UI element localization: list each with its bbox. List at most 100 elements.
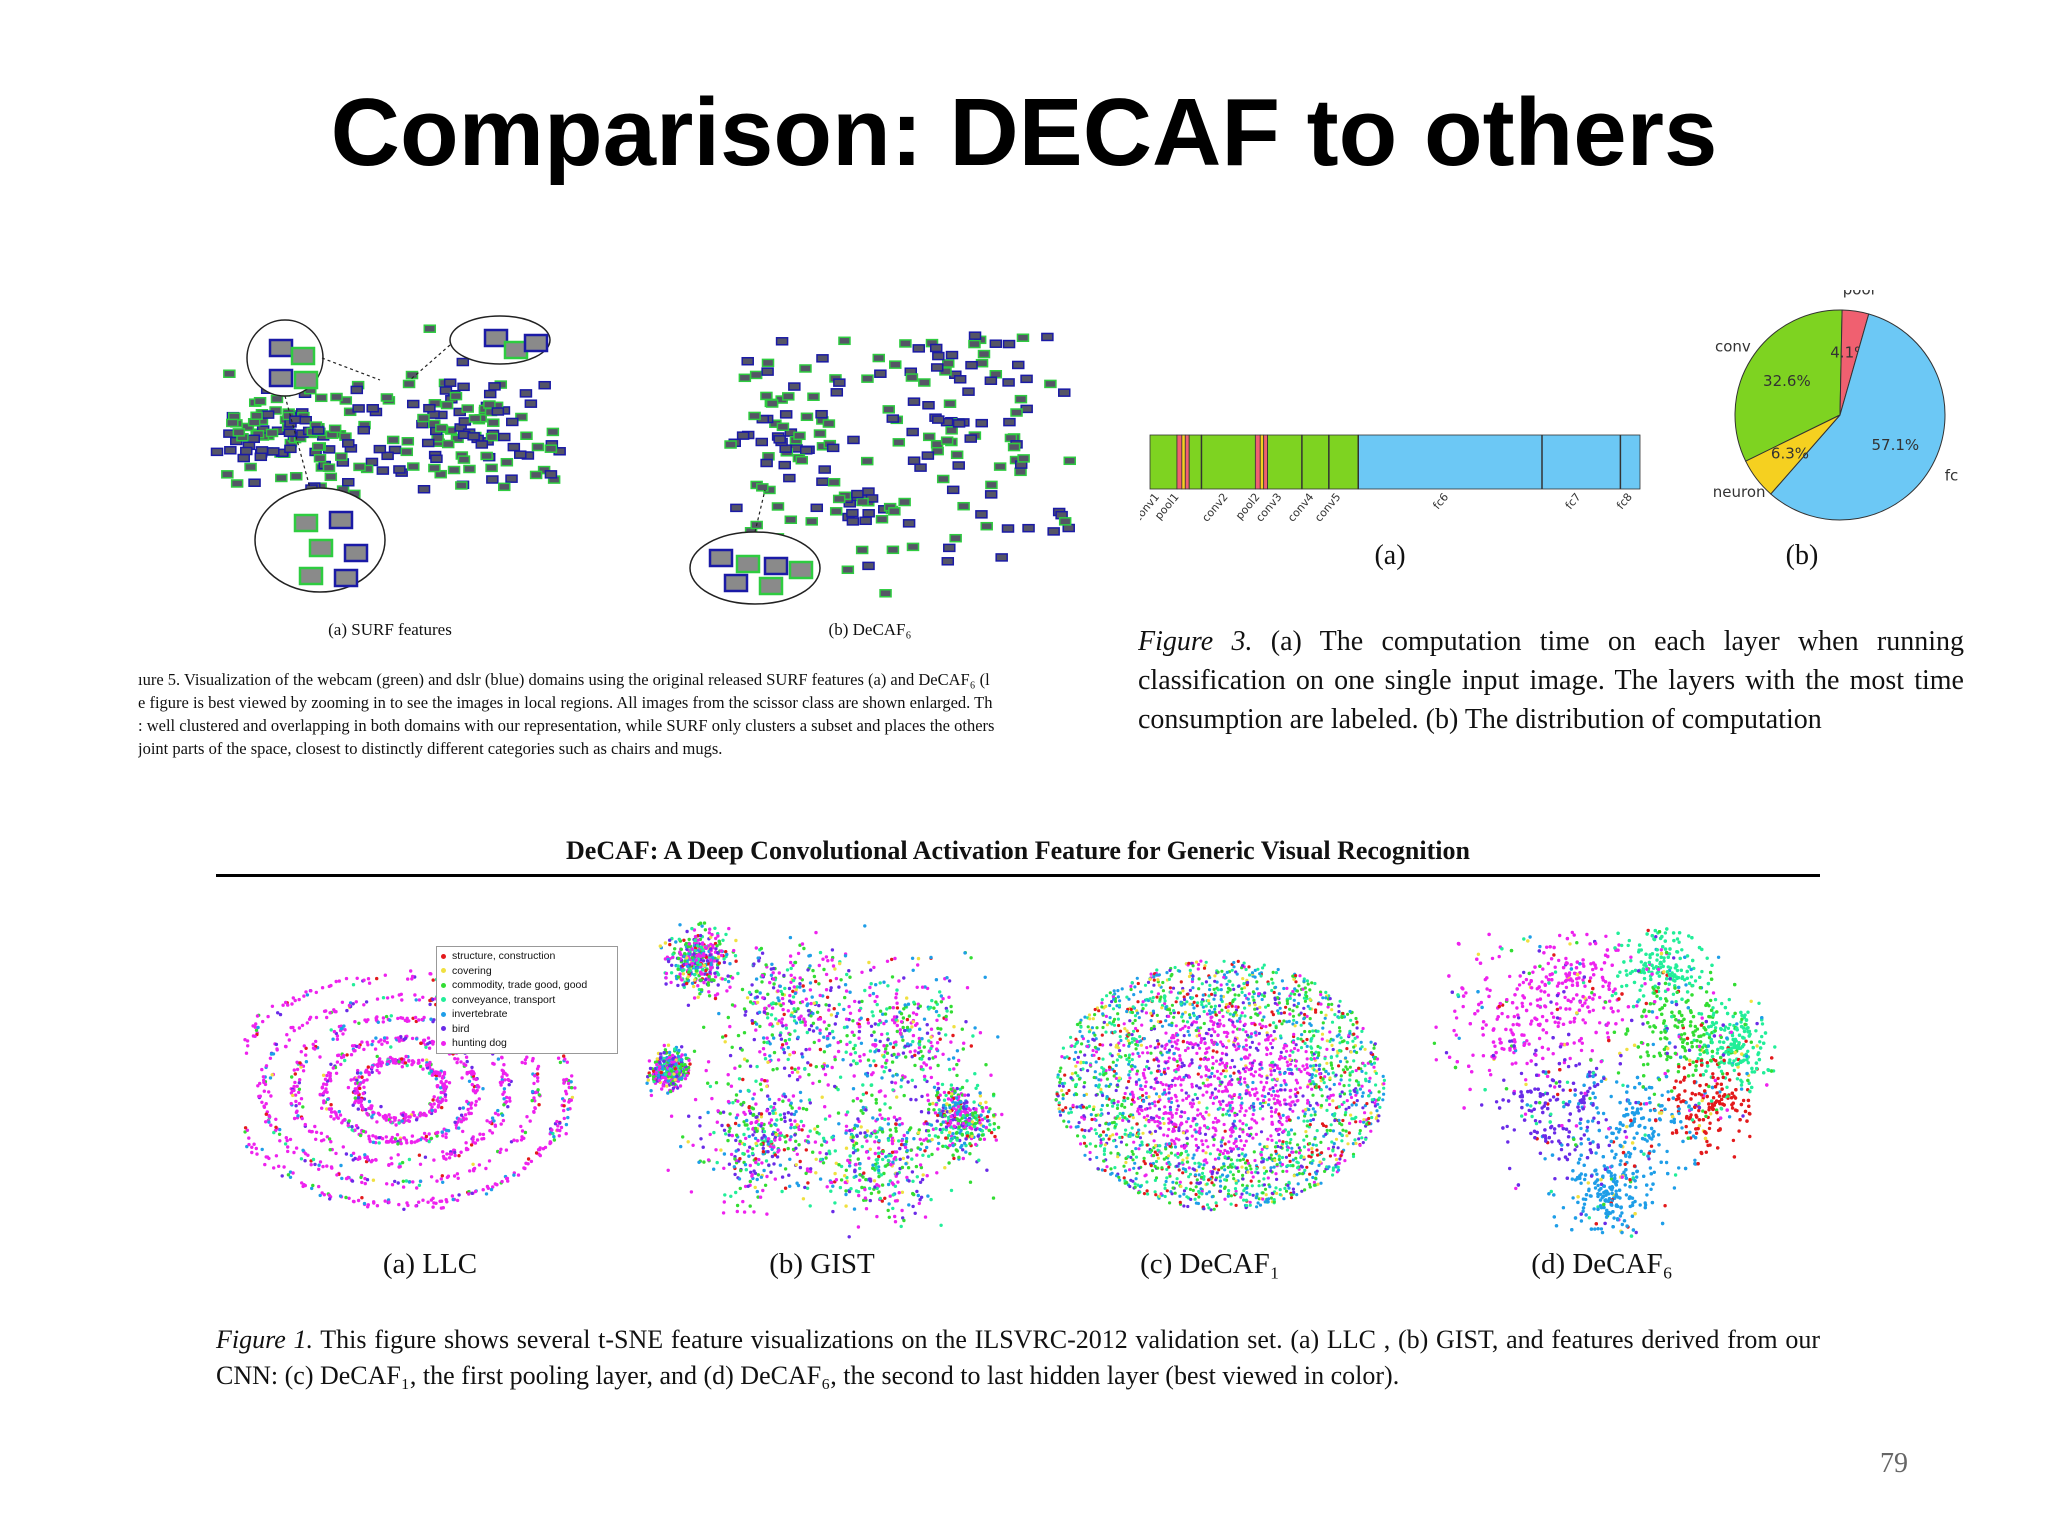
scatter-point (860, 1185, 864, 1190)
scatter-point (782, 1066, 787, 1070)
scatter-point (1257, 1031, 1261, 1036)
scatter-point (490, 1116, 495, 1120)
scatter-point (736, 1099, 740, 1103)
scatter-point (813, 1140, 818, 1144)
scatter-point (818, 950, 823, 955)
scatter-point (245, 1144, 249, 1149)
scatter-point (687, 1114, 691, 1118)
scatter-point (848, 975, 852, 979)
scatter-point (814, 979, 818, 984)
scatter-point (658, 1065, 662, 1069)
scatter-point (702, 954, 706, 958)
scatter-point (927, 1154, 931, 1158)
scatter-point (863, 924, 867, 928)
scatter-point (381, 1020, 385, 1024)
scatter-point (377, 1136, 381, 1140)
scatter-point (981, 1124, 986, 1128)
scatter-point (853, 1051, 858, 1055)
scatter-point (787, 1098, 791, 1102)
scatter-point (919, 1142, 924, 1146)
scatter-point (786, 1045, 790, 1050)
scatter-point (388, 1055, 393, 1060)
scatter-point (974, 1107, 978, 1111)
scatter-point (799, 1119, 803, 1124)
scatter-point (292, 1028, 296, 1033)
scatter-point (971, 1034, 975, 1038)
scatter-point (686, 1003, 691, 1007)
scatter-point (676, 975, 681, 979)
image-thumbnail (261, 410, 275, 419)
scatter-point (245, 1128, 250, 1132)
scatter-point (1141, 1094, 1145, 1098)
scatter-point (663, 1072, 668, 1076)
scatter-point (776, 1128, 780, 1132)
image-thumbnail (1012, 360, 1025, 370)
scatter-point (344, 1152, 349, 1156)
scatter-point (371, 1140, 376, 1144)
scatter-point (818, 1047, 823, 1052)
scatter-point (767, 1121, 772, 1125)
scatter-point (667, 1072, 671, 1076)
scatter-point (929, 1027, 934, 1031)
image-thumbnail (455, 481, 468, 490)
scatter-point (735, 1113, 740, 1117)
image-thumbnail (457, 382, 470, 392)
scatter-point (957, 1101, 961, 1105)
scatter-point (693, 949, 697, 953)
scatter-point (311, 1046, 316, 1050)
scatter-point (1128, 1076, 1132, 1080)
scatter-point (777, 971, 781, 975)
image-thumbnail (946, 485, 960, 495)
scatter-point (911, 968, 915, 972)
scatter-point (901, 1025, 905, 1030)
scatter-point (328, 1011, 332, 1015)
scatter-point (777, 1097, 781, 1102)
scatter-point (987, 1128, 992, 1133)
scatter-point (277, 1164, 281, 1168)
scatter-point (833, 1171, 837, 1176)
scatter-point (299, 1097, 304, 1101)
scatter-point (1166, 1134, 1170, 1138)
image-thumbnail (906, 542, 920, 552)
scatter-point (362, 1079, 366, 1083)
scatter-point (661, 1084, 665, 1088)
layer-tick-label: conv4 (1285, 491, 1316, 525)
scatter-point (936, 1091, 940, 1095)
scatter-point (464, 1055, 469, 1059)
scatter-point (891, 1006, 895, 1010)
scatter-point (930, 1152, 934, 1157)
image-thumbnail (856, 497, 869, 507)
scatter-point (858, 1162, 862, 1166)
scatter-point (288, 1175, 293, 1179)
scatter-point (1322, 1067, 1326, 1071)
scatter-point (799, 1014, 803, 1018)
scatter-point (918, 1027, 922, 1031)
scatter-point (721, 938, 725, 942)
scatter-point (916, 1131, 921, 1135)
image-thumbnail (936, 474, 950, 484)
scatter-point (815, 1130, 819, 1135)
scatter-point (252, 1142, 256, 1146)
image-thumbnail (248, 478, 261, 487)
scatter-point (499, 1083, 503, 1087)
scatter-point (677, 1048, 681, 1053)
scatter-point (318, 1160, 323, 1164)
scatter-point (361, 1091, 365, 1096)
scatter-point (755, 989, 759, 993)
image-thumbnail (1020, 374, 1033, 384)
scatter-point (838, 1185, 843, 1190)
scatter-point (784, 1140, 788, 1144)
scatter-point (754, 977, 759, 981)
scatter-point (302, 1044, 306, 1048)
scatter-point (760, 1136, 764, 1140)
scatter-point (296, 1114, 300, 1118)
scatter-point (850, 1030, 854, 1034)
scatter-point (885, 1007, 889, 1011)
scatter-point (808, 1169, 813, 1174)
scatter-point (485, 1119, 489, 1123)
scatter-point (683, 1076, 688, 1081)
layer-segment (1201, 434, 1256, 490)
scatter-point (885, 1058, 889, 1063)
scatter-point (844, 1192, 848, 1197)
scatter-point (703, 928, 708, 932)
